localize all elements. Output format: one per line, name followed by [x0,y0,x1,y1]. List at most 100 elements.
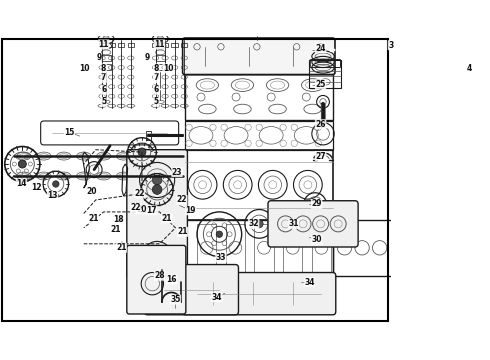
Bar [101,64,111,70]
Text: 21: 21 [161,214,172,223]
Circle shape [157,36,164,42]
Text: 29: 29 [311,199,322,208]
Text: 9: 9 [144,54,149,63]
Bar [108,43,115,47]
Bar [101,55,111,61]
Bar [162,43,168,47]
Text: 10: 10 [79,64,90,73]
Text: 6: 6 [101,85,106,94]
Circle shape [255,220,263,228]
Text: 14: 14 [16,179,27,188]
Ellipse shape [57,152,71,160]
Text: 22: 22 [134,189,145,198]
Text: 11: 11 [98,40,109,49]
Bar [155,55,165,61]
Bar [310,60,342,88]
Text: 21: 21 [110,225,121,234]
Ellipse shape [156,172,171,180]
Bar [118,43,124,47]
Ellipse shape [57,172,71,180]
Bar [312,224,331,272]
Text: 34: 34 [212,293,222,302]
Ellipse shape [117,172,131,180]
Ellipse shape [136,172,151,180]
FancyBboxPatch shape [127,246,186,314]
Text: 5: 5 [101,97,106,106]
Text: 8: 8 [101,64,106,73]
Bar [99,43,105,47]
Text: 25: 25 [316,80,326,89]
Text: 34: 34 [304,278,315,287]
Ellipse shape [97,152,111,160]
Text: 23: 23 [172,167,182,176]
Bar [254,224,273,272]
Bar [185,74,333,120]
Ellipse shape [76,172,91,180]
Ellipse shape [76,152,91,160]
Text: 32: 32 [248,219,259,228]
Ellipse shape [17,152,31,160]
Ellipse shape [37,172,51,180]
Bar [181,43,188,47]
Bar [283,224,302,272]
Text: 22: 22 [176,195,187,204]
Text: 17: 17 [146,206,157,215]
Bar [226,224,245,272]
Text: 10: 10 [163,64,173,73]
Text: 5: 5 [154,97,159,106]
Bar [333,220,392,276]
Text: 9: 9 [96,54,101,63]
Text: 12: 12 [31,184,42,193]
Text: 28: 28 [154,271,165,280]
Text: 33: 33 [216,253,226,262]
Circle shape [138,148,146,156]
Circle shape [216,231,222,238]
Ellipse shape [97,172,111,180]
Bar [185,220,333,276]
Bar [155,64,165,70]
Bar [172,43,178,47]
FancyBboxPatch shape [182,273,336,315]
Text: 22: 22 [130,203,141,212]
Text: 18: 18 [113,215,123,224]
Text: 20: 20 [86,188,97,197]
Circle shape [152,185,162,194]
Text: 4: 4 [466,64,471,73]
Ellipse shape [117,152,131,160]
Text: 7: 7 [154,73,159,82]
Circle shape [152,175,162,185]
Circle shape [18,160,26,168]
Text: 6: 6 [154,85,159,94]
FancyBboxPatch shape [127,150,188,278]
Ellipse shape [17,172,31,180]
FancyBboxPatch shape [145,265,239,315]
Text: 35: 35 [171,295,181,304]
FancyBboxPatch shape [268,201,358,247]
Text: 27: 27 [315,152,326,161]
Ellipse shape [37,152,51,160]
Ellipse shape [136,152,151,160]
Text: 7: 7 [101,73,106,82]
Bar [146,131,151,140]
Text: 24: 24 [316,44,326,53]
Bar [197,224,216,272]
Text: 15: 15 [64,128,74,137]
Text: 21: 21 [88,214,98,223]
Text: 20: 20 [136,205,147,214]
FancyBboxPatch shape [183,38,335,75]
Bar [185,121,333,150]
Circle shape [103,36,109,42]
Text: 13: 13 [48,192,58,201]
Ellipse shape [156,152,171,160]
Bar [127,43,134,47]
Text: 30: 30 [311,235,322,244]
Bar [185,150,333,220]
Text: 11: 11 [154,40,165,49]
Circle shape [52,181,59,187]
Text: 3: 3 [388,41,393,50]
Text: 21: 21 [177,228,188,237]
Text: 8: 8 [154,64,159,73]
Text: 16: 16 [166,275,177,284]
Text: 21: 21 [116,243,126,252]
Text: 26: 26 [316,120,326,129]
